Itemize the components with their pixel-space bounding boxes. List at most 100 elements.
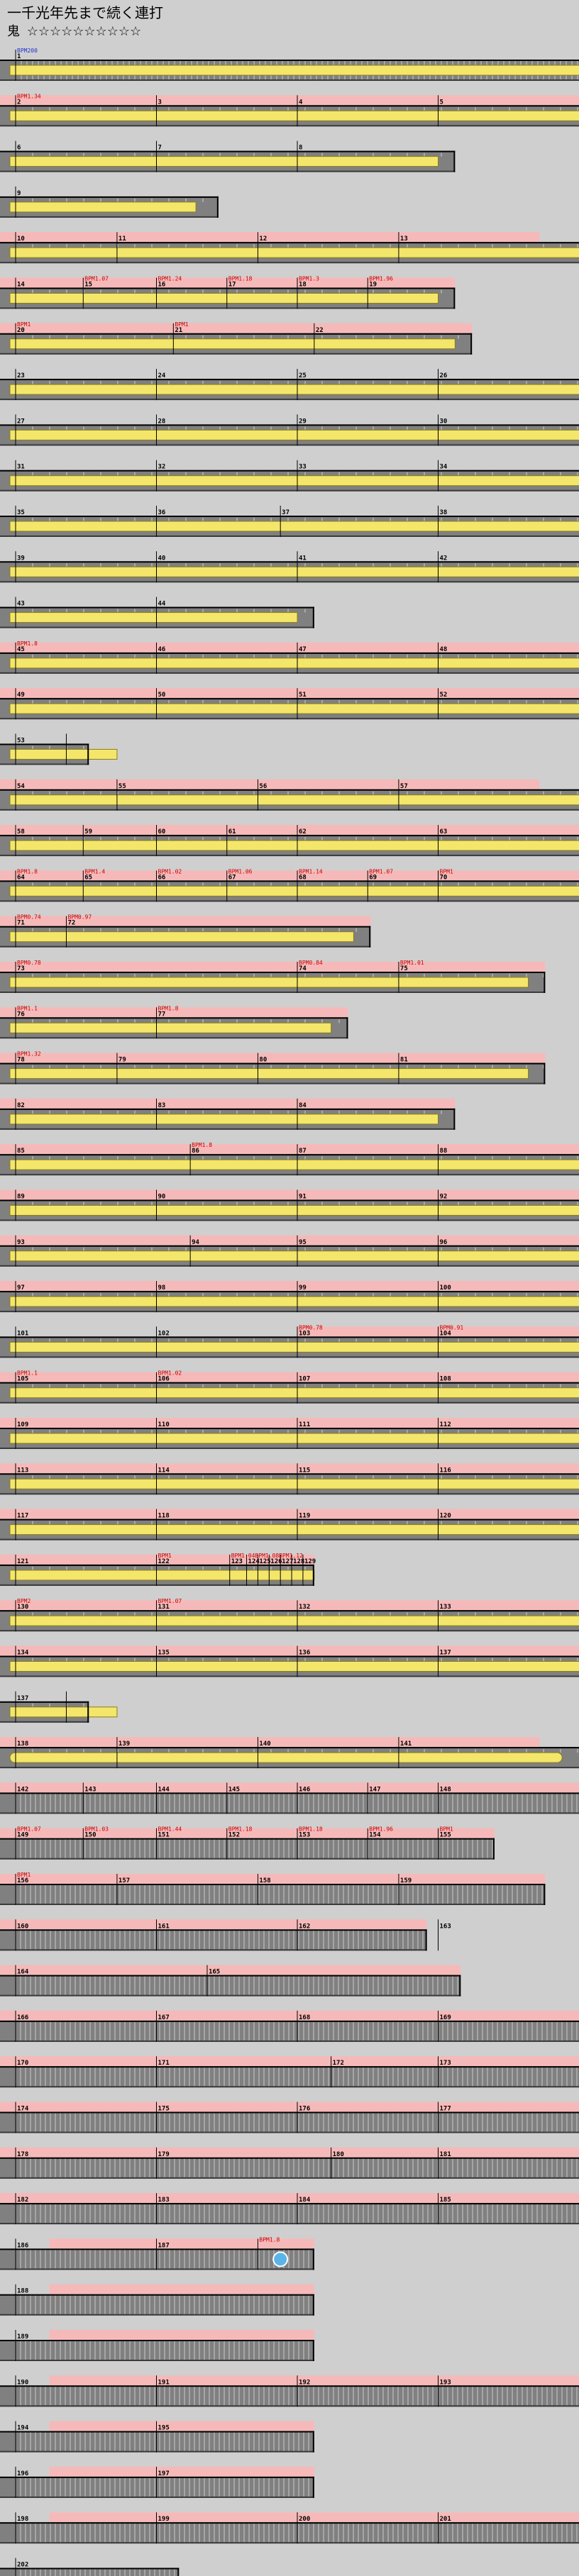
measure-number: 68: [299, 874, 307, 881]
measure-number: 165: [209, 1969, 220, 1976]
drumroll-bar: [9, 840, 579, 851]
bpm-change-label: BPM1.01: [400, 960, 424, 966]
lane-bottom-border: [0, 855, 579, 857]
drumroll-bar: [9, 1205, 579, 1216]
measure-number: 110: [158, 1421, 170, 1428]
lane-bottom-border: [0, 1721, 89, 1723]
lane-top-border: [0, 2567, 180, 2570]
measure-number: 91: [299, 1194, 307, 1201]
measure-number: 121: [17, 1558, 28, 1565]
lane-bottom-border: [0, 1812, 579, 1814]
lane-bottom-border: [0, 2131, 579, 2133]
gogo-band: [0, 232, 540, 243]
measure-number: 17: [228, 282, 236, 289]
gogo-band: [0, 962, 546, 972]
measure-number: 64: [17, 874, 25, 881]
measure-number: 42: [440, 555, 448, 562]
measure-number: 109: [17, 1421, 28, 1428]
gogo-band: [0, 1965, 461, 1975]
lane-bottom-border: [0, 489, 579, 492]
measure-number: 88: [440, 1148, 448, 1155]
measure-number: 115: [299, 1467, 310, 1474]
measure-number: 131: [158, 1604, 170, 1611]
measure-number: 116: [440, 1467, 451, 1474]
lane-bottom-border: [0, 170, 456, 172]
drumroll-bar: [9, 1661, 579, 1672]
lane: [0, 2431, 314, 2453]
drumroll-bar: [9, 1615, 579, 1626]
measure-number: 45: [17, 646, 25, 653]
lane-top-border: [0, 470, 579, 472]
measure-number: 74: [299, 965, 307, 972]
measure-number: 167: [158, 2014, 170, 2021]
lane-top-border: [0, 1108, 456, 1110]
measure-number: 202: [17, 2562, 28, 2569]
measure-number: 104: [440, 1330, 452, 1337]
lane-bottom-border: [0, 1128, 456, 1130]
drumroll-bar: [9, 1341, 579, 1353]
measure-number: 178: [17, 2151, 28, 2158]
measure-number: 123: [231, 1558, 243, 1565]
measure-number: 162: [299, 1923, 310, 1930]
measure-number: 114: [158, 1467, 170, 1474]
measure-number: 22: [316, 327, 324, 334]
measure-number: 176: [299, 2106, 310, 2113]
measure-number: 133: [440, 1604, 451, 1611]
measure-number: 21: [175, 327, 182, 334]
bpm-change-label: BPM1.02: [158, 868, 182, 875]
lane-top-border: [0, 150, 456, 152]
measure-number: 16: [158, 282, 166, 289]
lane-top-border: [0, 1428, 579, 1429]
lane-top-border: [0, 926, 371, 928]
measure-number: 11: [118, 235, 126, 243]
drumroll-bar: [9, 931, 354, 943]
lane-bottom-border: [0, 2177, 579, 2179]
measure-number: 163: [440, 1923, 451, 1930]
measure-number: 180: [333, 2151, 344, 2158]
measure-number: 181: [440, 2151, 451, 2158]
row-end-marker: [453, 287, 456, 309]
lane-top-border: [0, 2203, 579, 2205]
bpm-change-label: BPM1: [17, 321, 31, 328]
lane-bottom-border: [0, 763, 89, 765]
measure-number: 149: [17, 1832, 28, 1839]
measure-number: 39: [17, 555, 25, 562]
measure-number: 37: [282, 509, 290, 516]
gogo-band: [0, 1554, 314, 1565]
initial-bpm-label: BPM200: [17, 48, 38, 54]
measure-number: 134: [17, 1650, 29, 1657]
row-end-marker: [312, 1564, 314, 1586]
measure-number: 125: [259, 1558, 270, 1565]
gogo-band: [0, 1782, 579, 1793]
measure-number: 20: [17, 327, 25, 334]
bpm-change-label: BPM1.18: [299, 1826, 323, 1833]
measure-number: 71: [17, 920, 25, 927]
lane-top-border: [0, 1655, 579, 1658]
lane-bottom-border: [0, 307, 456, 309]
lane-bottom-border: [0, 262, 579, 264]
lane: [0, 1884, 546, 1905]
bpm-change-label: BPM1.03: [84, 1826, 109, 1833]
drumroll-bar: [9, 156, 439, 167]
measure-number: 124: [248, 1558, 260, 1565]
measure-number: 12: [259, 235, 267, 243]
row-end-marker: [312, 2294, 314, 2316]
gogo-band: [0, 1418, 579, 1428]
drumroll-bar: [9, 977, 529, 988]
measure-number: 184: [299, 2197, 311, 2204]
lane: [0, 2567, 180, 2576]
measure-number: 93: [17, 1239, 25, 1246]
bpm-change-label: BPM0.78: [17, 960, 41, 966]
lane-bottom-border: [0, 718, 579, 720]
lane-bottom-border: [0, 1082, 546, 1084]
measure-number: 185: [440, 2197, 451, 2204]
lane-bottom-border: [0, 1265, 579, 1267]
gogo-band: [0, 2056, 579, 2067]
measure-number: 143: [84, 1786, 96, 1793]
lane-bottom-border: [0, 1767, 579, 1769]
gogo-band: [0, 1737, 540, 1748]
drumroll-bar: [9, 247, 579, 258]
measure-number: 152: [228, 1832, 240, 1839]
drumroll-bar: [9, 1068, 529, 1079]
measure-number: 43: [17, 601, 25, 608]
